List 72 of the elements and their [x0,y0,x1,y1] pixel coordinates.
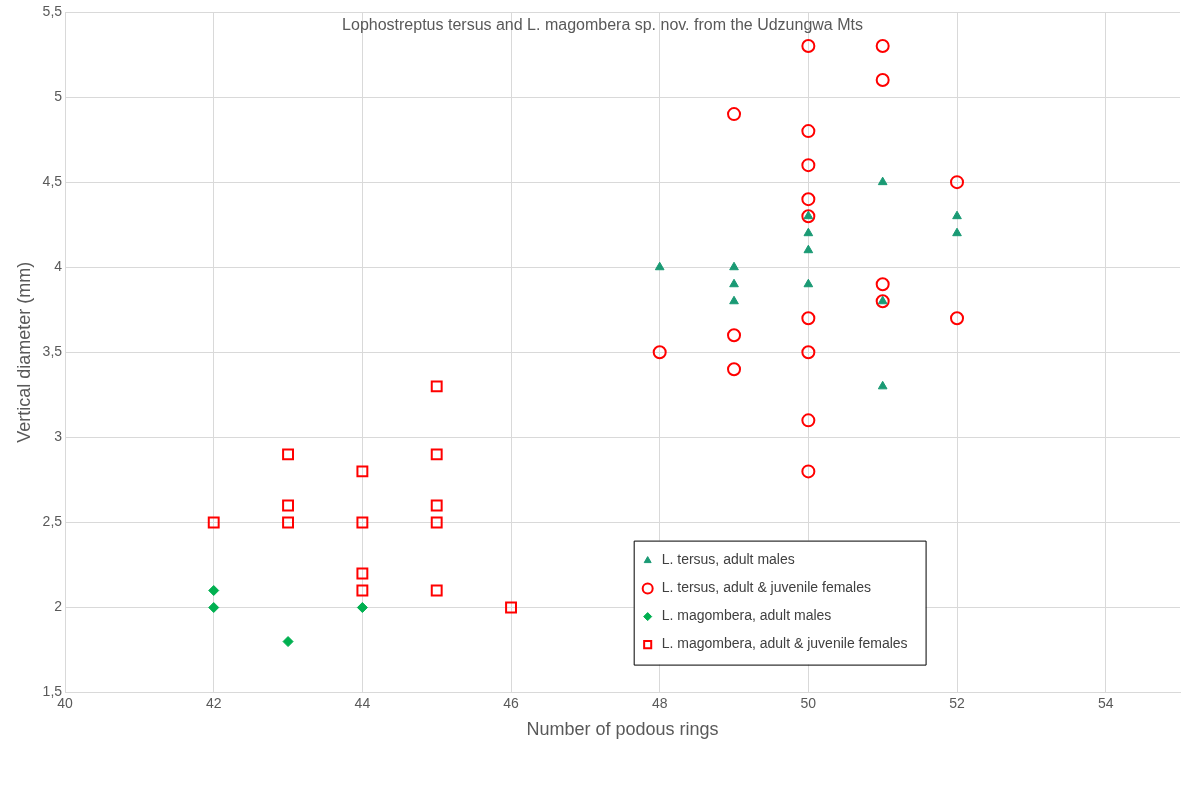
point [654,261,665,271]
point [729,295,739,305]
x-tick-label: 50 [800,694,817,711]
point [282,636,294,648]
chart-title: Lophostreptus tersus and L. magombera sp. nov. from the Udzungwa Mts [342,16,863,34]
legend-label: L. tersus, adult & juvenile females [661,579,872,596]
point [875,277,890,292]
point [875,73,890,88]
y-tick-label: 2 [54,598,63,615]
x-tick-label: 52 [949,694,966,711]
point [652,345,667,360]
point [801,464,816,479]
x-tick-label: 46 [503,694,520,711]
point [430,380,443,393]
point [356,516,369,529]
point [282,516,294,529]
point [356,584,369,597]
point [803,227,814,237]
point [430,499,443,512]
y-tick-label: 4,5 [42,173,63,190]
x-tick-label: 54 [1097,694,1114,711]
y-tick-label: 4 [54,258,63,275]
point [877,295,888,305]
x-axis-title: Number of podous rings [526,719,719,740]
point [875,294,890,309]
x-tick-label: 48 [651,694,668,711]
point [952,210,962,220]
legend-label: L. tersus, adult males [661,551,795,568]
point [505,601,517,614]
point [430,448,443,461]
legend-label: L. magombera, adult & juvenile females [661,635,908,652]
y-tick-label: 2,5 [42,513,63,530]
point [803,278,814,288]
point [282,499,294,512]
point [801,124,816,139]
y-tick-label: 3 [54,428,63,445]
point [801,192,816,207]
point [356,602,368,614]
point [727,107,742,122]
point [801,209,816,224]
point [875,39,890,54]
point [801,158,816,173]
point [877,380,888,390]
point [208,602,220,614]
point [356,567,369,580]
point [801,311,816,326]
point [950,175,965,190]
point [430,516,443,529]
point [877,176,888,186]
point [729,278,739,288]
point [801,39,816,54]
point [727,328,742,343]
point [952,227,962,237]
x-tick-label: 42 [205,694,222,711]
y-tick-label: 3,5 [42,343,63,360]
x-tick-label: 44 [354,694,371,711]
y-tick-label: 5 [54,87,63,104]
point [803,244,814,254]
point [282,448,294,461]
point [803,210,814,220]
point [356,465,369,478]
point [950,311,965,326]
legend-label: L. magombera, adult males [661,607,832,624]
point [207,516,220,529]
y-tick-label: 5,5 [42,2,63,19]
point [727,362,742,377]
point [430,584,443,597]
y-axis-title: Vertical diameter (mm) [13,261,34,443]
point [208,585,220,597]
point [801,413,816,428]
point [801,345,816,360]
point [729,261,739,271]
